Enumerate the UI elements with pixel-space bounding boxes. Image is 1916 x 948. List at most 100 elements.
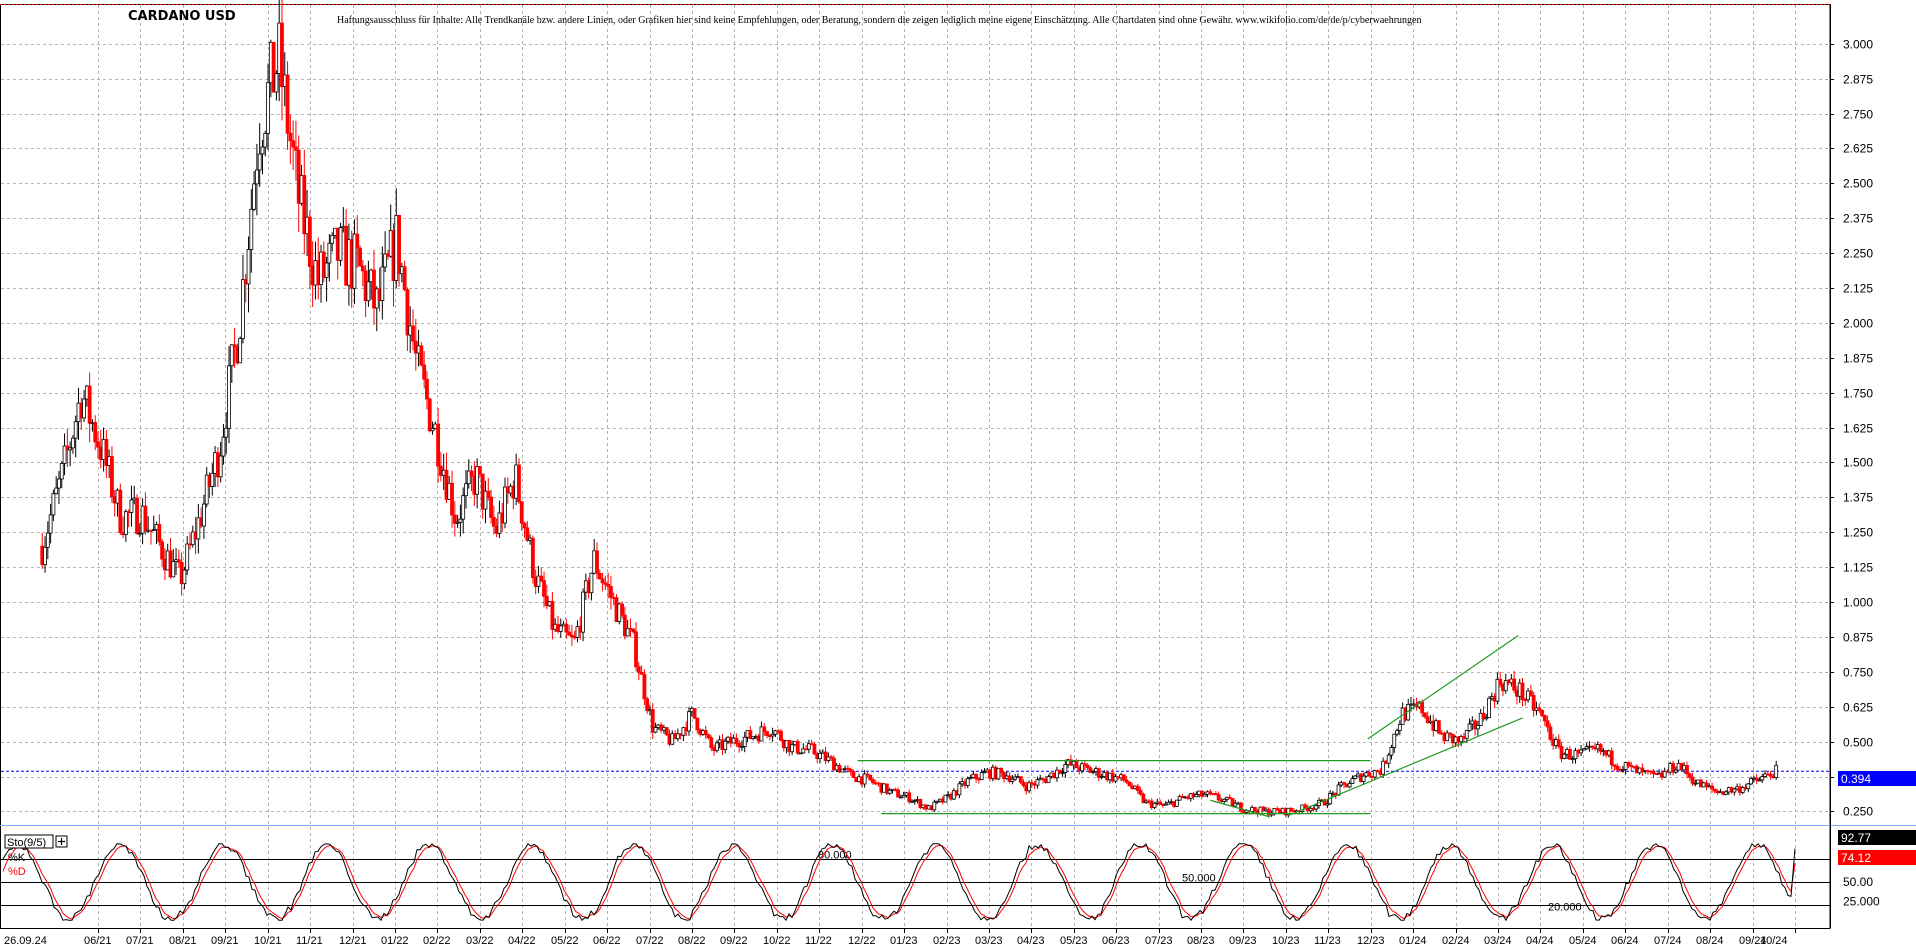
stoch-axis-label: 50.00 — [1843, 875, 1873, 889]
candle-body — [1704, 782, 1709, 787]
candle-body — [430, 428, 435, 432]
candle-body — [845, 767, 850, 770]
candle-body — [742, 736, 747, 747]
candle-body — [1216, 794, 1221, 801]
candle-body — [87, 385, 92, 424]
candle-body — [405, 289, 410, 336]
candle-body — [227, 365, 231, 429]
candle-body — [1481, 712, 1486, 720]
x-tick-label: 02/24 — [1442, 935, 1470, 947]
candle-body — [1503, 680, 1508, 692]
indicator-name: Sto(9/5) — [7, 837, 46, 849]
candle-body — [1082, 763, 1087, 766]
candle-body — [1579, 749, 1583, 754]
candle-body — [280, 22, 284, 88]
x-tick-label: 04/23 — [1017, 935, 1045, 947]
candle-body — [957, 783, 962, 796]
candle-body — [544, 595, 549, 607]
candle-body — [832, 757, 836, 771]
x-tick-label: 06/21 — [84, 935, 112, 947]
candle-body — [645, 698, 650, 712]
candle-body — [469, 470, 474, 477]
candle-body — [1584, 746, 1589, 750]
candle-body — [1512, 678, 1517, 691]
candle-body — [1746, 783, 1751, 790]
plot-frame — [0, 4, 1831, 929]
candle-body — [1174, 799, 1179, 807]
x-tick-label: 01/23 — [890, 935, 918, 947]
x-tick-label: 10/22 — [763, 935, 791, 947]
candle-body — [1573, 750, 1578, 760]
candle-body — [1085, 764, 1090, 769]
candle-body — [597, 572, 602, 580]
y-tick-label: 2.500 — [1843, 177, 1873, 191]
candle-body — [1375, 770, 1380, 773]
candle-body — [1091, 771, 1096, 773]
candle-body — [1710, 785, 1714, 790]
candle-body — [1372, 770, 1377, 778]
candle-body — [932, 801, 937, 811]
candle-body — [1275, 808, 1280, 811]
candle-body — [570, 634, 574, 638]
x-tick-label: 11/22 — [805, 935, 832, 947]
candle-body — [266, 82, 270, 134]
candle-body — [762, 726, 767, 733]
candle-body — [1252, 807, 1257, 812]
candle-body — [912, 800, 917, 802]
candle-body — [737, 743, 742, 748]
candle-body — [1138, 790, 1143, 795]
y-tick-label: 2.000 — [1843, 317, 1873, 331]
x-tick-label: 09/24 — [1739, 935, 1767, 947]
candle-body — [779, 730, 783, 741]
candle-body — [1423, 712, 1427, 718]
x-tick-label: 06/24 — [1611, 935, 1639, 947]
candle-body — [151, 529, 156, 531]
candle-body — [1389, 747, 1394, 756]
trend-line — [1210, 799, 1271, 818]
candle-body — [1202, 793, 1207, 797]
candle-body — [43, 546, 47, 566]
candle-body — [1548, 726, 1553, 740]
candle-body — [483, 490, 488, 510]
x-tick-label: 05/22 — [551, 935, 579, 947]
disclaimer-text: Haftungsausschluss für Inhalte: Alle Tre… — [337, 15, 1422, 26]
x-tick-label: 12/23 — [1357, 935, 1385, 947]
x-tick-label: 08/23 — [1187, 935, 1215, 947]
candle-body — [1194, 794, 1199, 798]
x-tick-label: 10/24 — [1760, 935, 1788, 947]
x-tick-label: 07/23 — [1145, 935, 1173, 947]
candle-body — [622, 614, 627, 637]
candle-body — [1774, 764, 1779, 778]
candle-body — [397, 214, 401, 275]
candle-body — [1121, 774, 1126, 781]
candle-body — [1158, 801, 1163, 805]
candle-body — [1609, 750, 1614, 766]
candle-body — [1141, 793, 1146, 804]
expand-icon[interactable] — [55, 835, 68, 848]
candle-body — [1567, 749, 1572, 760]
candle-body — [692, 708, 697, 719]
candle-body — [143, 505, 148, 532]
x-tick-label: 07/22 — [636, 935, 664, 947]
candle-body — [249, 208, 254, 250]
stoch-k-badge: 92.77 — [1838, 830, 1916, 845]
candle-body — [1559, 746, 1564, 759]
candle-body — [82, 398, 86, 419]
candle-body — [642, 673, 647, 700]
candle-body — [885, 783, 889, 794]
candle-body — [229, 344, 234, 367]
candle-body — [1013, 776, 1018, 780]
stoch-k-line — [2, 842, 1796, 922]
candle-body — [1570, 758, 1575, 761]
candle-body — [1615, 765, 1620, 770]
candle-body — [837, 765, 842, 773]
x-tick-label: 04/24 — [1526, 935, 1554, 947]
candle-body — [1445, 732, 1450, 742]
candle-body — [1562, 753, 1567, 759]
y-tick-label: 2.125 — [1843, 282, 1873, 296]
candle-body — [1010, 778, 1015, 782]
candle-body — [160, 541, 165, 560]
candle-body — [1266, 808, 1271, 816]
candle-body — [1528, 690, 1533, 696]
candle-body — [48, 514, 53, 534]
